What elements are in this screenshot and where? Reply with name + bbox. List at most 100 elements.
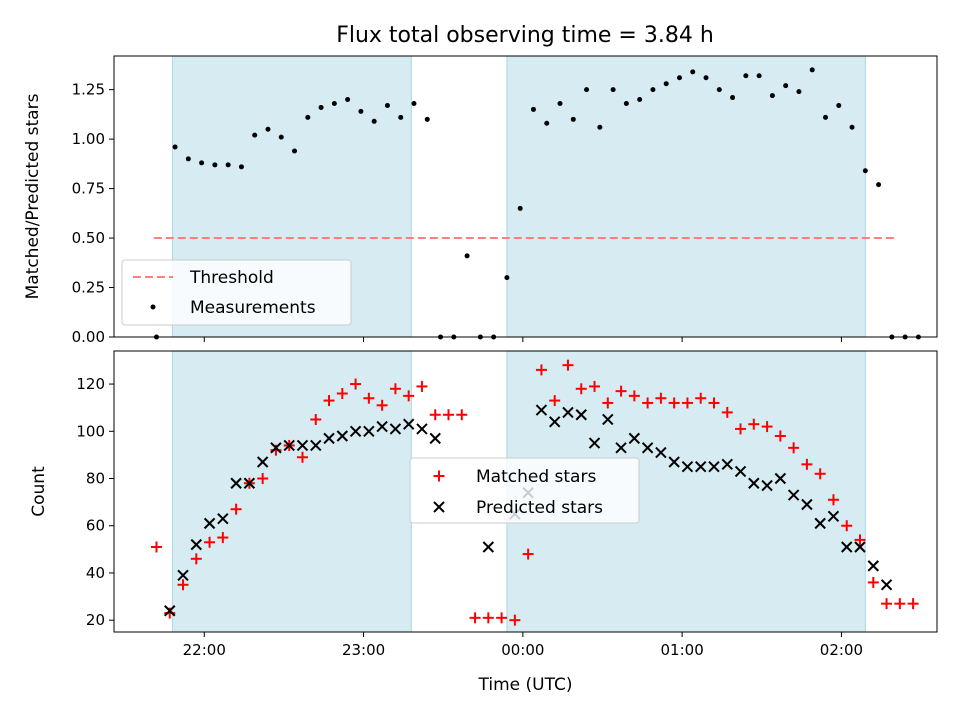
matched-point <box>416 380 428 392</box>
measurement-point <box>265 126 271 132</box>
measurement-point <box>650 87 656 93</box>
measurement-point <box>212 162 218 168</box>
measurement-point <box>199 160 205 166</box>
measurement-point <box>637 97 643 103</box>
shaded-interval <box>171 350 412 633</box>
predicted-point <box>336 430 349 442</box>
y-tick-label: 80 <box>86 470 105 488</box>
top-axes-frame <box>113 55 938 338</box>
matched-point <box>323 395 335 407</box>
y-tick-label: 0.75 <box>72 180 105 198</box>
cross-b <box>203 517 216 530</box>
predicted-point <box>721 458 733 471</box>
predicted-point <box>535 404 548 416</box>
predicted-point <box>854 541 866 553</box>
legend-matched-label: Matched stars <box>476 467 596 487</box>
cross-b <box>827 510 840 523</box>
legend-threshold-label: Threshold <box>189 268 274 288</box>
shaded-interval <box>506 55 866 338</box>
matched-point <box>509 614 521 626</box>
measurement-point <box>225 162 231 168</box>
cross-b <box>349 425 362 437</box>
predicted-point <box>389 423 402 435</box>
measurement-point <box>318 104 324 110</box>
measurement-point <box>584 87 590 93</box>
measurement-point <box>185 156 191 162</box>
predicted-point <box>655 446 667 459</box>
cross-b <box>615 442 627 454</box>
matched-point <box>628 390 640 402</box>
legend-plus-marker <box>433 470 445 482</box>
legend-measurements-label: Measurements <box>190 298 316 318</box>
predicted-point <box>867 560 879 572</box>
cross-b <box>708 460 720 473</box>
cross-b <box>548 416 561 428</box>
predicted-point <box>787 489 800 501</box>
cross-b <box>323 432 335 445</box>
matched-point <box>881 598 893 610</box>
predicted-point <box>323 432 335 445</box>
matched-point <box>190 553 202 565</box>
predicted-point <box>217 512 229 525</box>
matched-point <box>230 503 242 515</box>
predicted-point <box>668 456 680 468</box>
legend-cross-marker <box>433 501 445 513</box>
legend-predicted-swatch <box>433 501 445 513</box>
matched-point <box>469 612 481 624</box>
y-tick-label: 0.25 <box>72 279 105 297</box>
matched-point <box>310 413 322 425</box>
matched-point <box>535 364 547 376</box>
y-tick-label: 1.00 <box>72 130 105 148</box>
cross-b <box>177 569 189 582</box>
bottom-x-axis: 22:00 23:00 00:00 01:00 02:00 <box>183 632 863 659</box>
top-data-points <box>153 67 921 340</box>
cross-b <box>482 541 495 553</box>
bottom-axes-frame <box>113 350 938 633</box>
measurement-point <box>743 73 749 79</box>
matched-point <box>788 442 800 454</box>
top-y-axis: 0.00 0.25 0.50 0.75 1.00 1.25 <box>72 81 114 346</box>
measurement-point <box>822 114 828 120</box>
bottom-legend: Matched stars Predicted stars <box>409 457 640 524</box>
matched-point <box>429 409 441 421</box>
predicted-point <box>734 465 747 478</box>
predicted-point <box>562 406 574 419</box>
predicted-point <box>363 425 375 437</box>
matched-point <box>482 612 494 624</box>
measurement-point <box>331 100 337 106</box>
cross-b <box>416 423 428 435</box>
measurement-point <box>809 67 815 73</box>
cross-b <box>256 456 269 468</box>
cross-b <box>190 538 203 551</box>
legend-measurements-swatch <box>150 304 156 310</box>
measurement-point <box>252 132 258 138</box>
x-axis-label: Time (UTC) <box>478 675 573 695</box>
cross-b <box>814 517 826 530</box>
measurement-point <box>172 144 178 150</box>
measurement-point <box>544 120 550 126</box>
predicted-point <box>748 477 760 489</box>
measurement-point <box>876 182 882 188</box>
matched-point <box>522 548 534 560</box>
measurement-point <box>716 87 722 93</box>
matched-point <box>336 388 348 400</box>
cross-b <box>681 460 694 473</box>
matched-point <box>403 390 415 402</box>
matched-point <box>257 473 269 485</box>
predicted-point <box>296 439 309 452</box>
predicted-point <box>575 409 587 421</box>
matched-point <box>177 579 189 591</box>
y-tick-label: 20 <box>86 611 105 629</box>
cross-b <box>748 477 760 489</box>
cross-b <box>841 541 853 553</box>
predicted-point <box>880 579 893 591</box>
measurement-point <box>796 89 802 95</box>
measurement-point <box>305 114 311 120</box>
x-tick-label: 00:00 <box>501 641 544 659</box>
cross-b <box>283 439 295 452</box>
predicted-point <box>230 477 242 489</box>
measurement-point <box>676 75 682 81</box>
predicted-point <box>349 425 362 437</box>
cross-b <box>867 560 879 572</box>
